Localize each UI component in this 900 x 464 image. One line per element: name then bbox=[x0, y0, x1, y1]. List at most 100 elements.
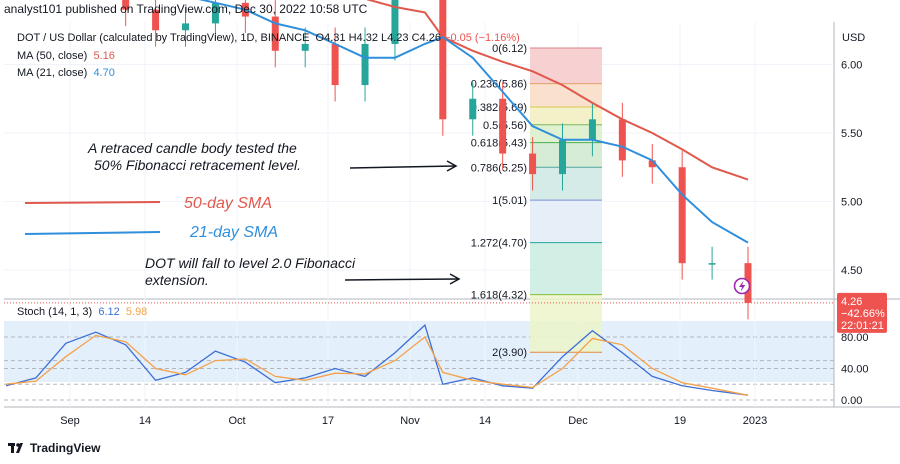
sma21-legend-line bbox=[24, 231, 161, 235]
time-tick-label: Sep bbox=[60, 415, 80, 427]
candle-body bbox=[648, 160, 656, 168]
candle-body bbox=[211, 2, 219, 24]
ma21-label: MA (21, close) bbox=[17, 67, 88, 79]
stoch-d-value: 5.98 bbox=[125, 306, 148, 318]
candle-body bbox=[122, 0, 130, 10]
price-tick-label: 6.00 bbox=[841, 60, 862, 72]
fib-level-label: 1.272(4.70) bbox=[471, 238, 527, 250]
candle-body bbox=[182, 23, 190, 31]
stoch-d-line bbox=[5, 334, 749, 396]
stoch-k-line bbox=[5, 323, 749, 396]
candle-body bbox=[152, 9, 160, 31]
ma21-indicator-row[interactable]: MA (21, close) 4.70 bbox=[17, 67, 115, 79]
fib-level-label: 0.382(5.69) bbox=[471, 102, 527, 114]
price-tick-label: 5.50 bbox=[841, 128, 862, 140]
last-price-change: −42.66% bbox=[841, 308, 885, 320]
time-tick-label: 2023 bbox=[743, 415, 767, 427]
candle-body bbox=[301, 43, 309, 51]
retrace-annotation: A retraced candle body tested the 50% Fi… bbox=[88, 140, 301, 174]
ohlc-open: O4.31 bbox=[315, 32, 346, 44]
fib-retracement[interactable]: 0(6.12)0.236(5.86)0.382(5.69)0.5(5.56)0.… bbox=[471, 43, 602, 359]
time-tick-label: 17 bbox=[322, 415, 334, 427]
sma50-annotation: 50-day SMA bbox=[184, 195, 273, 212]
candle-body bbox=[678, 167, 686, 264]
time-tick-label: Dec bbox=[568, 415, 588, 427]
ohlc-low: L4.23 bbox=[381, 32, 409, 44]
symbol-info-row: DOT / US Dollar (calculated by TradingVi… bbox=[17, 32, 520, 44]
fib-level-label: 0.618(5.43) bbox=[471, 138, 527, 150]
moving-averages bbox=[198, 0, 749, 244]
candle-body bbox=[499, 98, 507, 154]
fib-level-label: 0.786(5.25) bbox=[471, 162, 527, 174]
fib-zone bbox=[530, 242, 602, 295]
stoch-label: Stoch (14, 1, 3) bbox=[17, 306, 93, 318]
stoch-tick-label: 0.00 bbox=[841, 395, 862, 407]
stoch-tick-label: 40.00 bbox=[841, 363, 869, 375]
candle-body bbox=[469, 98, 477, 120]
sma21-annotation: 21-day SMA bbox=[190, 224, 279, 241]
ohlc-high: H4.32 bbox=[348, 32, 378, 44]
publisher-line: analyst101 published on TradingView.com,… bbox=[4, 2, 368, 16]
sma50-legend-line bbox=[24, 201, 161, 204]
last-price-value: 4.26 bbox=[841, 296, 862, 308]
candle-body bbox=[271, 16, 279, 51]
candle-body bbox=[529, 153, 537, 175]
time-tick-label: 14 bbox=[479, 415, 491, 427]
price-ticks: 7.006.506.005.505.004.50 bbox=[841, 0, 862, 277]
candle-body bbox=[391, 0, 399, 44]
fall-line-1: DOT will fall to level 2.0 Fibonacci bbox=[145, 255, 356, 271]
stoch-ticks: 80.00 40.00 0.00 bbox=[841, 332, 869, 407]
stoch-tick-label: 80.00 bbox=[841, 332, 869, 344]
fib-zone bbox=[530, 106, 602, 125]
retrace-line-1: A retraced candle body tested the bbox=[88, 140, 297, 156]
time-ticks: Sep 14 Oct 17 Nov 14 Dec 19 2023 bbox=[60, 415, 767, 427]
candle-body bbox=[559, 139, 566, 175]
fib-level-label: 2(3.90) bbox=[492, 347, 527, 359]
arrow-retrace bbox=[349, 160, 458, 172]
arrow-fall bbox=[344, 273, 461, 285]
stoch-indicator-row[interactable]: Stoch (14, 1, 3) 6.12 5.98 bbox=[17, 306, 147, 318]
price-pane[interactable] bbox=[4, 22, 834, 298]
fib-zone bbox=[530, 83, 602, 107]
fib-zone bbox=[530, 48, 602, 84]
candle-body bbox=[439, 0, 447, 120]
tradingview-brand: TradingView bbox=[30, 441, 101, 455]
candle-body bbox=[708, 263, 716, 265]
fib-zone bbox=[530, 294, 602, 353]
ma50-value: 5.16 bbox=[93, 50, 115, 62]
ma50-label: MA (50, close) bbox=[17, 50, 88, 62]
ohlc-change: −0.05 (−1.16%) bbox=[444, 32, 520, 44]
bar-countdown: 22:01:21 bbox=[841, 320, 884, 332]
time-tick-label: Oct bbox=[228, 415, 245, 427]
fall-annotation: DOT will fall to level 2.0 Fibonacci ext… bbox=[145, 255, 355, 289]
ma50-indicator-row[interactable]: MA (50, close) 5.16 bbox=[17, 50, 115, 62]
price-tick-label: 4.50 bbox=[841, 265, 862, 277]
price-tick-label: 6.50 bbox=[841, 0, 862, 3]
symbol-title[interactable]: DOT / US Dollar (calculated by TradingVi… bbox=[17, 32, 310, 44]
fib-zone bbox=[530, 200, 602, 243]
last-price-tag: 4.26 −42.66% 22:01:21 bbox=[4, 292, 887, 333]
fib-level-label: 1(5.01) bbox=[492, 195, 527, 207]
ma21-line bbox=[198, 0, 749, 244]
fib-level-label: 0(6.12) bbox=[492, 43, 527, 55]
time-tick-label: Nov bbox=[400, 415, 420, 427]
stoch-k-value: 6.12 bbox=[98, 306, 120, 318]
candle-body bbox=[361, 43, 369, 86]
fall-line-2: extension. bbox=[145, 272, 209, 288]
ma21-value: 4.70 bbox=[93, 67, 115, 79]
retrace-line-2: 50% Fibonacci retracement level. bbox=[94, 157, 301, 173]
fib-level-label: 0.236(5.86) bbox=[471, 79, 527, 91]
time-tick-label: 14 bbox=[139, 415, 151, 427]
fib-level-label: 1.618(4.32) bbox=[471, 290, 527, 302]
ma50-line bbox=[365, 0, 749, 181]
lightning-event-icon[interactable] bbox=[733, 277, 751, 295]
fib-zone bbox=[530, 124, 602, 143]
candle-body bbox=[618, 119, 626, 161]
price-tick-label: 5.00 bbox=[841, 197, 862, 209]
tradingview-watermark[interactable]: TradingView bbox=[8, 441, 100, 455]
price-unit: USD bbox=[842, 32, 865, 44]
ohlc-close: C4.26 bbox=[411, 32, 441, 44]
stoch-lines bbox=[5, 323, 749, 396]
candle-body bbox=[331, 43, 339, 86]
